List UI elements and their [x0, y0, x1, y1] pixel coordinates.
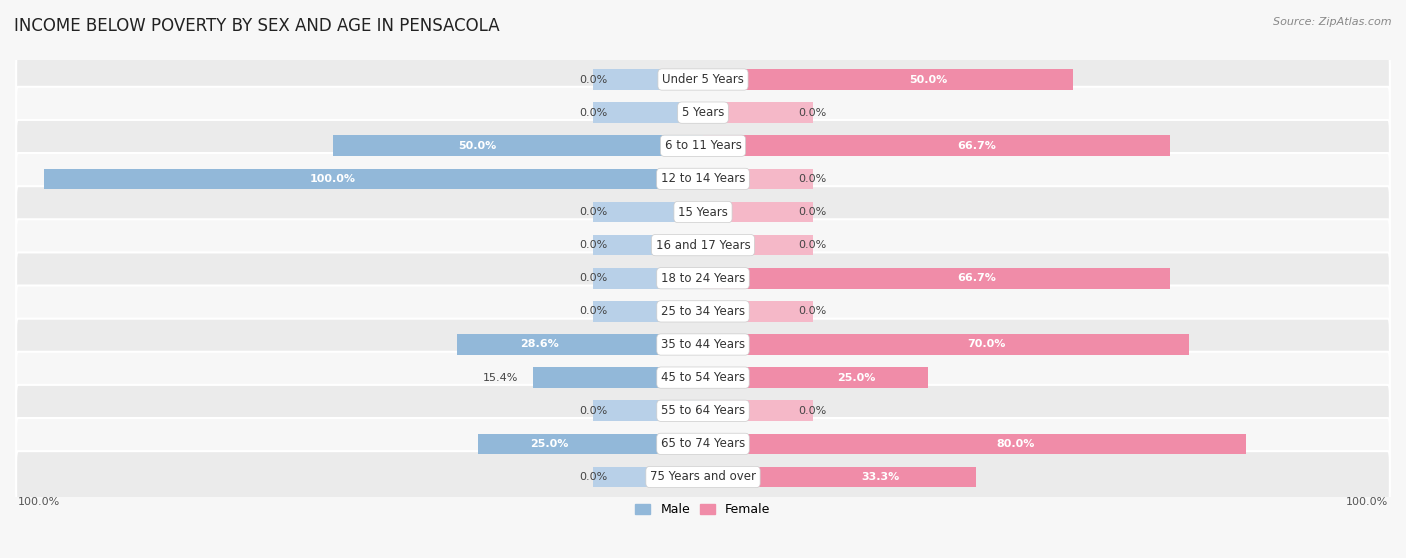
Bar [703, 235, 813, 256]
Bar [533, 367, 703, 388]
Text: 100.0%: 100.0% [309, 174, 356, 184]
Text: 100.0%: 100.0% [18, 497, 60, 507]
Bar [593, 102, 703, 123]
FancyBboxPatch shape [15, 87, 1391, 138]
Text: 70.0%: 70.0% [967, 339, 1005, 349]
Bar [44, 169, 703, 189]
Text: 0.0%: 0.0% [579, 108, 607, 118]
Bar [593, 169, 703, 189]
Text: 5 Years: 5 Years [682, 106, 724, 119]
Legend: Male, Female: Male, Female [630, 498, 776, 521]
Text: 0.0%: 0.0% [579, 273, 607, 283]
Bar [703, 466, 976, 487]
Text: 45 to 54 Years: 45 to 54 Years [661, 371, 745, 384]
Text: 0.0%: 0.0% [799, 306, 827, 316]
FancyBboxPatch shape [15, 319, 1391, 371]
Text: 35 to 44 Years: 35 to 44 Years [661, 338, 745, 351]
Bar [593, 466, 703, 487]
Text: 0.0%: 0.0% [579, 472, 607, 482]
Text: 0.0%: 0.0% [579, 240, 607, 250]
Bar [703, 268, 813, 288]
Text: 66.7%: 66.7% [957, 141, 997, 151]
Bar [593, 69, 703, 90]
Bar [457, 334, 703, 355]
Text: 65 to 74 Years: 65 to 74 Years [661, 437, 745, 450]
Text: 0.0%: 0.0% [579, 306, 607, 316]
Text: 80.0%: 80.0% [995, 439, 1035, 449]
FancyBboxPatch shape [15, 54, 1391, 105]
Bar [703, 434, 1247, 454]
FancyBboxPatch shape [15, 219, 1391, 271]
Text: 25.0%: 25.0% [530, 439, 569, 449]
Text: 33.3%: 33.3% [860, 472, 900, 482]
Text: 25.0%: 25.0% [837, 373, 876, 383]
Text: 66.7%: 66.7% [957, 273, 997, 283]
Text: 0.0%: 0.0% [799, 406, 827, 416]
Text: 0.0%: 0.0% [579, 406, 607, 416]
FancyBboxPatch shape [15, 418, 1391, 470]
Text: 15.4%: 15.4% [484, 373, 519, 383]
Bar [703, 268, 1170, 288]
Bar [703, 367, 813, 388]
Bar [703, 69, 813, 90]
Bar [593, 235, 703, 256]
Bar [333, 136, 703, 156]
Bar [703, 401, 813, 421]
Text: 0.0%: 0.0% [799, 174, 827, 184]
Text: 15 Years: 15 Years [678, 205, 728, 219]
Text: 0.0%: 0.0% [579, 75, 607, 84]
Text: 0.0%: 0.0% [799, 207, 827, 217]
Bar [703, 466, 813, 487]
FancyBboxPatch shape [15, 352, 1391, 403]
Bar [593, 367, 703, 388]
Bar [703, 136, 1170, 156]
Bar [703, 102, 813, 123]
Text: 12 to 14 Years: 12 to 14 Years [661, 172, 745, 185]
Bar [703, 202, 813, 222]
Bar [593, 401, 703, 421]
Text: 25 to 34 Years: 25 to 34 Years [661, 305, 745, 318]
Bar [703, 169, 813, 189]
FancyBboxPatch shape [15, 286, 1391, 337]
Bar [593, 434, 703, 454]
Text: 100.0%: 100.0% [1346, 497, 1388, 507]
FancyBboxPatch shape [15, 252, 1391, 304]
FancyBboxPatch shape [15, 153, 1391, 205]
Text: 0.0%: 0.0% [799, 240, 827, 250]
Bar [593, 136, 703, 156]
Text: 18 to 24 Years: 18 to 24 Years [661, 272, 745, 285]
Bar [703, 334, 1188, 355]
Bar [703, 301, 813, 321]
Text: 55 to 64 Years: 55 to 64 Years [661, 404, 745, 417]
Text: 16 and 17 Years: 16 and 17 Years [655, 239, 751, 252]
Bar [593, 334, 703, 355]
Text: 50.0%: 50.0% [910, 75, 948, 84]
Bar [593, 202, 703, 222]
Text: 6 to 11 Years: 6 to 11 Years [665, 140, 741, 152]
Text: 75 Years and over: 75 Years and over [650, 470, 756, 483]
Bar [703, 367, 928, 388]
Text: Under 5 Years: Under 5 Years [662, 73, 744, 86]
Text: 28.6%: 28.6% [520, 339, 558, 349]
Text: INCOME BELOW POVERTY BY SEX AND AGE IN PENSACOLA: INCOME BELOW POVERTY BY SEX AND AGE IN P… [14, 17, 499, 35]
FancyBboxPatch shape [15, 451, 1391, 503]
Bar [703, 434, 813, 454]
Bar [703, 136, 813, 156]
FancyBboxPatch shape [15, 186, 1391, 238]
Text: 50.0%: 50.0% [458, 141, 496, 151]
Text: 0.0%: 0.0% [579, 207, 607, 217]
Bar [593, 301, 703, 321]
Text: 0.0%: 0.0% [799, 108, 827, 118]
FancyBboxPatch shape [15, 385, 1391, 436]
Bar [593, 268, 703, 288]
FancyBboxPatch shape [15, 120, 1391, 172]
Bar [703, 334, 813, 355]
Bar [703, 69, 1073, 90]
Bar [478, 434, 703, 454]
Text: Source: ZipAtlas.com: Source: ZipAtlas.com [1274, 17, 1392, 27]
